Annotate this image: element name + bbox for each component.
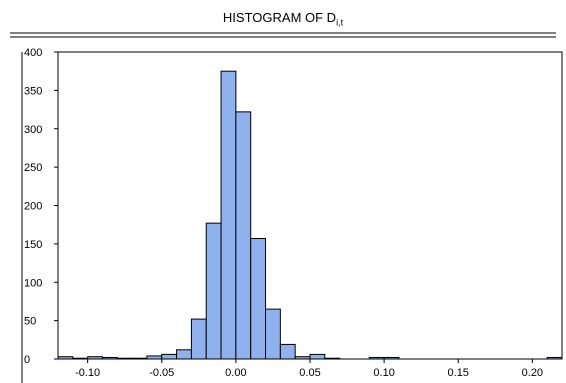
x-tick-label: 0.10 — [373, 367, 394, 379]
x-tick-label: 0.15 — [448, 367, 469, 379]
chart-title-main: HISTOGRAM OF D — [222, 10, 337, 25]
histogram-bar — [176, 349, 192, 360]
histogram-bar — [265, 308, 281, 360]
histogram-bar — [309, 353, 326, 360]
chart-title: HISTOGRAM OF Di,t — [0, 10, 566, 28]
plot-frame — [57, 51, 563, 360]
chart-title-subscript: i,t — [336, 17, 344, 28]
histogram-bar — [161, 353, 178, 360]
x-tick-label: -0.10 — [75, 367, 100, 379]
y-tick-label: 300 — [24, 124, 42, 136]
y-tick-label: 250 — [24, 162, 42, 174]
x-tick-label: -0.05 — [149, 367, 174, 379]
bars-group — [57, 70, 563, 360]
histogram-bar — [250, 238, 267, 360]
histogram-bar — [279, 343, 296, 360]
histogram-bar — [190, 318, 207, 360]
histogram-bar — [205, 222, 222, 360]
x-tick-label: 0.20 — [522, 367, 543, 379]
histogram-bar — [220, 70, 237, 360]
histogram-bar — [235, 111, 252, 360]
x-axis: -0.10 -0.05 0.00 0.05 0.10 0.15 0.20 — [75, 359, 543, 379]
y-tick-label: 350 — [24, 85, 42, 97]
y-tick-label: 200 — [24, 201, 42, 213]
x-tick-label: 0.05 — [299, 367, 320, 379]
x-tick-label: 0.00 — [225, 367, 246, 379]
y-tick-label: 0 — [24, 354, 30, 366]
y-axis: 0 50 100 150 200 250 300 350 400 — [21, 47, 58, 383]
y-tick-label: 150 — [24, 239, 42, 251]
y-tick-label: 100 — [24, 277, 42, 289]
y-tick-label: 400 — [24, 47, 42, 59]
y-tick-label: 50 — [24, 316, 36, 328]
